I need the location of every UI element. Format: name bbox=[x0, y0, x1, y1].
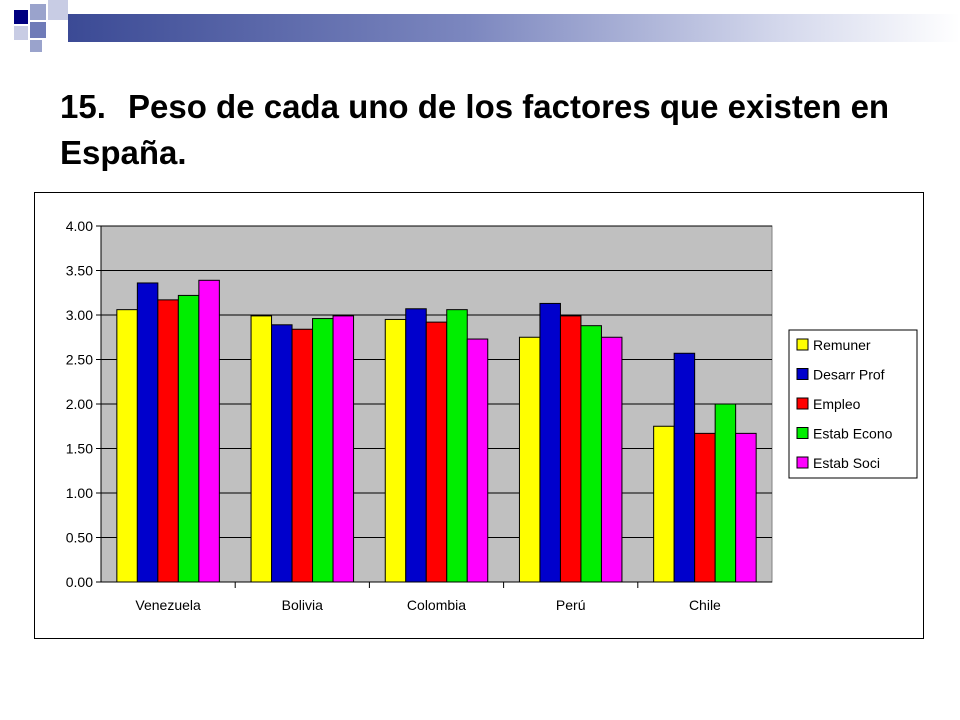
bar-empleo bbox=[157, 299, 179, 583]
legend-label: Remuner bbox=[813, 337, 871, 353]
x-tick-label: Bolivia bbox=[282, 597, 323, 613]
bar-remuner bbox=[384, 318, 407, 583]
bar-empleo bbox=[425, 321, 448, 583]
header-gradient-bar bbox=[68, 14, 960, 42]
legend-label: Estab Econo bbox=[813, 426, 893, 442]
bar-chart: 0.00 0.50 1.00 1.50 2.00 2.50 3.00 3.50 4.00 Vene… bbox=[66, 218, 918, 613]
slide-title-text: Peso de cada uno de los factores que exi… bbox=[60, 88, 890, 171]
y-tick-label: 0.00 bbox=[66, 574, 93, 590]
legend-label: Desarr Prof bbox=[813, 367, 885, 383]
y-tick-label: 2.00 bbox=[66, 396, 93, 412]
legend-label: Estab Soci bbox=[813, 455, 880, 471]
bar-remuner bbox=[518, 336, 541, 583]
bar-estab-soci bbox=[332, 315, 355, 583]
legend-label: Empleo bbox=[813, 396, 861, 412]
y-tick-label: 4.00 bbox=[66, 218, 93, 234]
bar-desarr-prof bbox=[405, 308, 427, 583]
bar-remuner bbox=[250, 315, 273, 583]
header-square-blue bbox=[30, 4, 46, 20]
slide-title-number: 15. bbox=[60, 88, 106, 125]
bar-remuner bbox=[653, 425, 675, 583]
x-tick-label: Venezuela bbox=[135, 597, 201, 613]
y-tick-label: 3.00 bbox=[66, 307, 93, 323]
header-square-pale bbox=[14, 26, 28, 40]
header-square-mid bbox=[30, 22, 46, 38]
slide-title: 15. Peso de cada uno de los factores que … bbox=[60, 84, 920, 176]
bar-desarr-prof bbox=[673, 352, 696, 583]
x-tick-label: Perú bbox=[556, 597, 586, 613]
y-tick-label: 1.00 bbox=[66, 485, 93, 501]
bar-estab-econo bbox=[714, 403, 737, 583]
x-tick-label: Chile bbox=[689, 597, 721, 613]
bar-empleo bbox=[694, 432, 716, 583]
bar-empleo bbox=[559, 315, 582, 583]
bar-empleo bbox=[291, 328, 314, 583]
legend-swatch bbox=[796, 338, 809, 351]
bar-remuner bbox=[116, 309, 138, 583]
header-square-navy bbox=[14, 10, 28, 24]
bar-estab-econo bbox=[580, 325, 602, 583]
bar-estab-soci bbox=[466, 338, 489, 583]
y-tick-label: 3.50 bbox=[66, 263, 93, 279]
bar-estab-soci bbox=[600, 336, 623, 583]
bar-desarr-prof bbox=[136, 282, 159, 583]
header-square-small bbox=[30, 40, 42, 52]
x-tick-label: Colombia bbox=[407, 597, 466, 613]
legend-swatch bbox=[796, 427, 809, 439]
chart-frame: 0.00 0.50 1.00 1.50 2.00 2.50 3.00 3.50 4.00 Vene… bbox=[34, 192, 924, 639]
legend-swatch bbox=[796, 456, 809, 469]
bar-desarr-prof bbox=[539, 302, 561, 583]
legend bbox=[788, 329, 918, 479]
bar-estab-soci bbox=[198, 279, 220, 583]
header-square-light bbox=[48, 0, 68, 20]
y-tick-label: 2.50 bbox=[66, 352, 93, 368]
y-tick-label: 1.50 bbox=[66, 441, 93, 457]
bar-estab-econo bbox=[312, 318, 334, 583]
bar-desarr-prof bbox=[271, 324, 293, 583]
legend-swatch bbox=[796, 368, 809, 380]
bar-estab-econo bbox=[446, 309, 468, 583]
y-tick-label: 0.50 bbox=[66, 530, 93, 546]
legend-swatch bbox=[796, 397, 809, 410]
bar-estab-soci bbox=[735, 432, 757, 583]
bar-estab-econo bbox=[177, 294, 200, 583]
